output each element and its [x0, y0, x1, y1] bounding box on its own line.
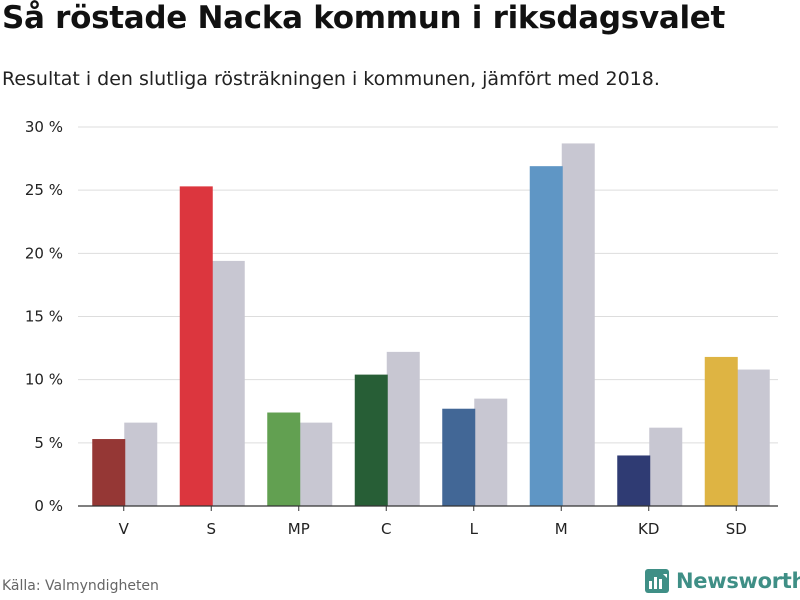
source-note: Källa: Valmyndigheten: [2, 578, 159, 594]
brand-logo: Newsworthy: [644, 568, 800, 594]
bar-2022-kd: [617, 455, 651, 506]
brand-name: Newsworthy: [676, 569, 800, 593]
y-tick-label: 20 %: [25, 244, 63, 262]
bar-2022-sd: [704, 356, 738, 506]
bar-2018-kd: [649, 427, 683, 506]
y-tick-label: 25 %: [25, 181, 63, 199]
bar-2018-sd: [736, 369, 770, 506]
bar-2018-l: [474, 398, 508, 506]
bar-2018-v: [124, 422, 158, 506]
x-tick-label: V: [119, 520, 130, 538]
y-tick-label: 10 %: [25, 371, 63, 389]
y-tick-label: 5 %: [34, 434, 63, 452]
x-tick-label: SD: [726, 520, 747, 538]
x-tick-label: L: [470, 520, 479, 538]
bar-2018-m: [561, 143, 595, 506]
x-tick-label: C: [381, 520, 391, 538]
bar-2022-m: [529, 166, 563, 506]
bar-2018-s: [211, 260, 245, 506]
newsworthy-logo-icon: [645, 569, 669, 593]
y-tick-label: 30 %: [25, 118, 63, 136]
bar-2018-mp: [299, 422, 333, 506]
bar-2022-v: [92, 439, 126, 506]
y-tick-label: 15 %: [25, 308, 63, 326]
x-tick-label: S: [206, 520, 216, 538]
x-tick-label: KD: [638, 520, 659, 538]
chart-subtitle: Resultat i den slutliga rösträkningen i …: [2, 68, 660, 90]
bar-2022-mp: [267, 412, 301, 506]
x-tick-label: MP: [288, 520, 310, 538]
bar-2018-c: [386, 351, 420, 506]
chart-title: Så röstade Nacka kommun i riksdagsvalet: [2, 0, 726, 36]
bar-2022-c: [354, 374, 388, 506]
bar-chart: 0 % 5 % 10 % 15 % 20 % 25 % 30 % V S MP C L M KD SD: [25, 118, 778, 538]
x-tick-label: M: [555, 520, 568, 538]
y-tick-label: 0 %: [34, 497, 63, 515]
bar-2022-l: [442, 408, 476, 506]
bar-2022-s: [179, 186, 213, 507]
